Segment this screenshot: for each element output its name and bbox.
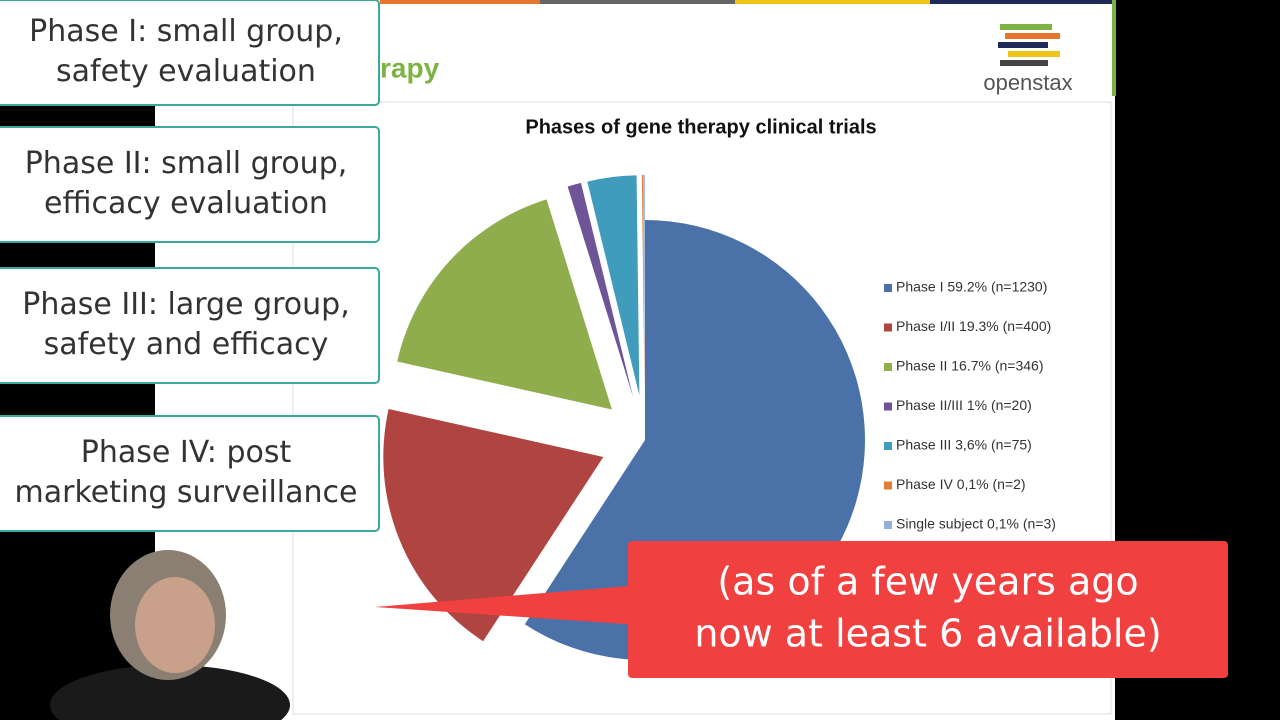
- legend-label: Single subject 0,1% (n=3): [896, 516, 1056, 532]
- callout-text: now at least 6 available): [694, 612, 1161, 656]
- pie-slice: [641, 175, 645, 396]
- overlay-boxes: Phase I: small group, safety evaluation Ph…: [0, 0, 380, 532]
- presenter: [50, 550, 290, 720]
- pie-slice: [383, 408, 604, 642]
- phase-box: [0, 415, 380, 532]
- logo-bar: [1008, 51, 1060, 57]
- pie-slice: [643, 175, 645, 396]
- legend-label: Phase III 3,6% (n=75): [896, 437, 1032, 453]
- phase-box-text: Phase II: small group,: [25, 146, 348, 181]
- legend-label: Phase II 16.7% (n=346): [896, 358, 1044, 374]
- strip: [540, 0, 735, 4]
- logo-bar: [1000, 24, 1052, 30]
- phase-box: [0, 126, 380, 243]
- phase-box-text: Phase I: small group,: [29, 14, 343, 49]
- phase-box-text: Phase IV: post: [81, 435, 292, 470]
- pie-slice: [587, 175, 640, 396]
- legend-label: Phase II/III 1% (n=20): [896, 397, 1032, 413]
- legend: Phase I 59.2% (n=1230) Phase I/II 19.3% (…: [884, 279, 1056, 532]
- strip: [930, 0, 1115, 4]
- legend-swatch: [884, 481, 892, 490]
- chart-title: Phases of gene therapy clinical trials: [525, 116, 876, 138]
- pie-slice: [567, 182, 633, 397]
- legend-swatch: [884, 363, 892, 371]
- phase-box: [0, 267, 380, 384]
- legend-swatch: [884, 402, 892, 411]
- presenter-face: [135, 577, 215, 673]
- legend-swatch: [884, 284, 892, 292]
- callout-text: (as of a few years ago: [717, 560, 1138, 604]
- legend-label: Phase I/II 19.3% (n=400): [896, 318, 1051, 334]
- logo-bar: [1005, 33, 1060, 39]
- callout: (as of a few years ago now at least 6 ava…: [375, 541, 1228, 678]
- pie-slice: [397, 199, 612, 410]
- logo-bar: [998, 42, 1048, 48]
- phase-box-text: efficacy evaluation: [44, 186, 328, 221]
- strip: [1112, 0, 1116, 96]
- legend-label: Phase IV 0,1% (n=2): [896, 476, 1026, 492]
- strip: [380, 0, 540, 4]
- slide-heading: rapy: [380, 52, 440, 83]
- logo-text: openstax: [983, 70, 1072, 95]
- strip: [735, 0, 930, 4]
- logo-bar: [1000, 60, 1048, 66]
- phase-box-text: Phase III: large group,: [22, 287, 350, 322]
- legend-swatch: [884, 323, 892, 332]
- presenter-body: [50, 665, 290, 720]
- callout-box: [628, 541, 1228, 678]
- logo: openstax: [983, 24, 1073, 95]
- legend-label: Phase I 59.2% (n=1230): [896, 279, 1047, 295]
- phase-box-text: safety and efficacy: [44, 327, 329, 362]
- callout-pointer: [375, 585, 640, 625]
- legend-swatch: [884, 521, 892, 529]
- legend-swatch: [884, 442, 892, 450]
- phase-box-text: safety evaluation: [56, 54, 316, 89]
- phase-box: [0, 0, 380, 106]
- phase-box-text: marketing surveillance: [15, 475, 358, 510]
